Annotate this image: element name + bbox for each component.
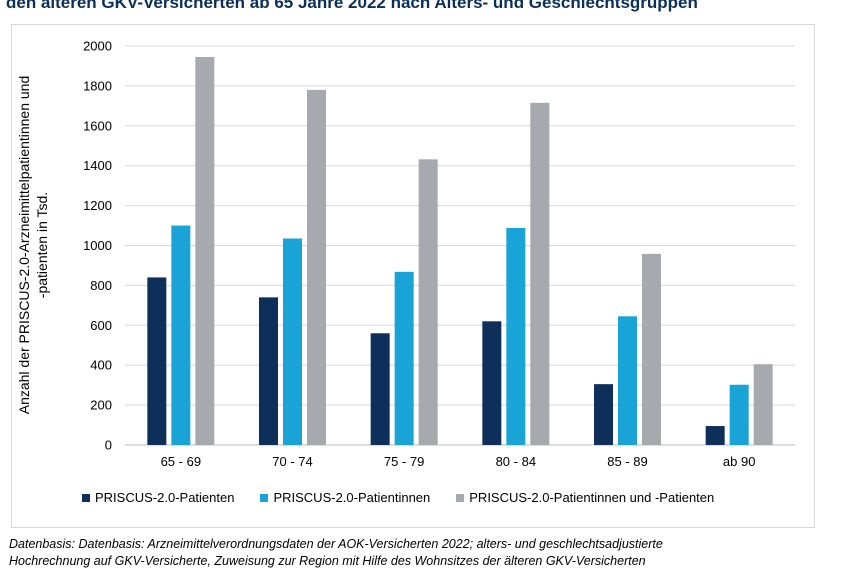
x-tick-label: 80 - 84 xyxy=(496,454,536,469)
bar xyxy=(729,384,749,445)
bar xyxy=(171,225,191,445)
y-tick-label: 800 xyxy=(90,278,112,293)
y-tick-label: 1800 xyxy=(83,78,112,93)
x-tick-label: 65 - 69 xyxy=(161,454,201,469)
source-note: Datenbasis: Datenbasis: Arzneimittelvero… xyxy=(9,536,845,570)
legend-item-patienten: PRISCUS-2.0-Patienten xyxy=(82,490,234,505)
y-tick-label: 600 xyxy=(90,318,112,333)
x-tick-label: ab 90 xyxy=(723,454,756,469)
y-tick-label: 200 xyxy=(90,398,112,413)
y-axis-label: Anzahl der PRISCUS-2.0-Arzneimittelpatie… xyxy=(15,55,51,435)
y-tick-label: 1200 xyxy=(83,198,112,213)
x-tick-label: 75 - 79 xyxy=(384,454,424,469)
x-tick-label: 70 - 74 xyxy=(272,454,312,469)
legend-swatch-gesamt xyxy=(456,493,465,502)
y-tick-label: 1000 xyxy=(83,238,112,253)
bar xyxy=(530,102,550,446)
y-tick-label: 1400 xyxy=(83,158,112,173)
bar xyxy=(394,271,414,445)
chart-frame xyxy=(11,24,815,528)
bar xyxy=(283,238,302,445)
bar xyxy=(705,426,725,445)
legend-label-patientinnen: PRISCUS-2.0-Patientinnen xyxy=(273,490,431,505)
bar xyxy=(147,277,167,445)
legend-swatch-patientinnen xyxy=(260,493,269,502)
chart-title: den älteren GKV-Versicherten ab 65 Jahre… xyxy=(6,0,698,12)
y-axis-label-line2: -patienten in Tsd. xyxy=(34,191,50,299)
source-line-1: Datenbasis: Datenbasis: Arzneimittelvero… xyxy=(9,537,663,551)
bar xyxy=(506,227,526,445)
legend-swatch-patienten xyxy=(82,493,90,502)
legend-label-patienten: PRISCUS-2.0-Patienten xyxy=(95,490,235,505)
bar xyxy=(753,364,773,445)
source-line-2: Hochrechnung auf GKV-Versicherte, Zuweis… xyxy=(9,554,646,568)
bar xyxy=(370,333,390,445)
y-tick-label: 0 xyxy=(105,438,112,453)
bar xyxy=(307,89,326,445)
y-axis-label-line1: Anzahl der PRISCUS-2.0-Arzneimittelpatie… xyxy=(16,75,32,415)
legend: PRISCUS-2.0-Patienten PRISCUS-2.0-Patien… xyxy=(82,490,714,505)
y-tick-label: 1600 xyxy=(83,118,112,133)
bar xyxy=(642,253,661,445)
y-tick-label: 2000 xyxy=(83,39,112,54)
bar xyxy=(618,316,637,445)
bar xyxy=(418,159,438,446)
legend-item-patientinnen: PRISCUS-2.0-Patientinnen xyxy=(260,490,430,505)
y-tick-label: 400 xyxy=(90,358,112,373)
bar xyxy=(195,56,215,445)
bar xyxy=(482,321,502,445)
bar-chart: 0 200 400 600 800 1000 1200 1400 1600 1800 2000 65 … xyxy=(83,39,795,469)
legend-label-gesamt: PRISCUS-2.0-Patientinnen und -Patienten xyxy=(469,490,715,505)
bar xyxy=(259,297,278,445)
legend-item-gesamt: PRISCUS-2.0-Patientinnen und -Patienten xyxy=(456,490,714,505)
x-tick-label: 85 - 89 xyxy=(607,454,647,469)
bar xyxy=(594,384,613,445)
